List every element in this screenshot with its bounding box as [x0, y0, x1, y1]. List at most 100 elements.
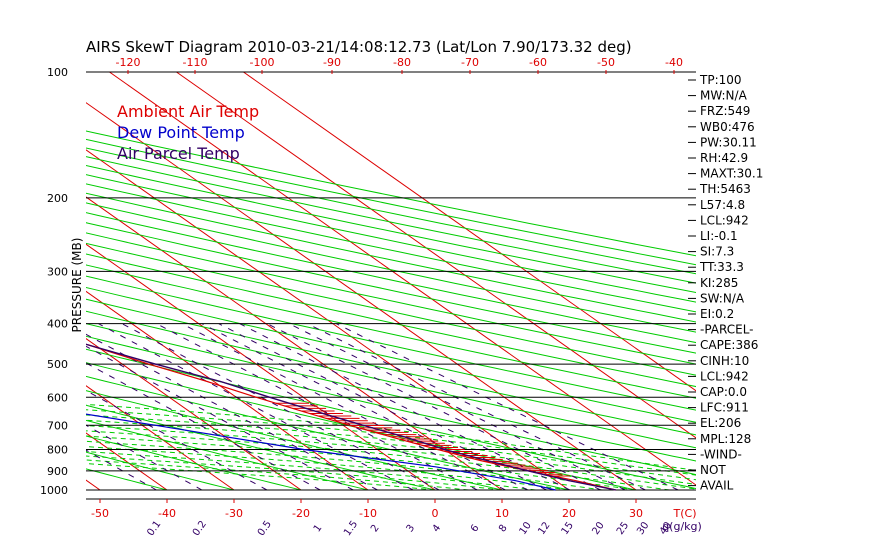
index-entry: TP:100 — [699, 73, 742, 87]
top-tick-label: -50 — [597, 56, 615, 69]
index-entry: LCL:942 — [700, 213, 749, 227]
top-tick-label: -80 — [393, 56, 411, 69]
mixing-ratio-line — [86, 389, 268, 491]
moist-adiabat — [86, 419, 696, 485]
bottom-axis: -50 -40 -30 -20 -10 0 10 20 30 T(C) — [91, 499, 696, 520]
index-entry: CINH:10 — [700, 354, 749, 368]
moist-adiabat — [86, 414, 696, 481]
dry-adiabat — [86, 156, 696, 284]
index-entry: KI:285 — [700, 276, 738, 290]
dry-adiabat — [86, 419, 369, 491]
pressure-lines — [86, 71, 696, 500]
pressure-label: 300 — [47, 265, 68, 278]
moist-adiabat — [86, 446, 570, 491]
index-entry: LI:-0.1 — [700, 229, 738, 243]
bottom-tick-label: 20 — [562, 507, 576, 520]
moist-adiabat — [86, 440, 603, 491]
index-entry: EI:0.2 — [700, 307, 734, 321]
bottom-tick-label: -10 — [359, 507, 377, 520]
mixing-ratio-line — [86, 449, 157, 491]
legend-dewpoint: Dew Point Temp — [117, 123, 245, 142]
mixing-ratio-line — [307, 323, 646, 491]
index-entry: EL:206 — [700, 416, 741, 430]
mixing-ratio-label: 0.5 — [256, 519, 274, 538]
top-tick-label: -110 — [183, 56, 208, 69]
dry-adiabat — [86, 253, 696, 388]
mixing-ratio-label: 0.1 — [145, 519, 163, 538]
mixing-ratio-unit: q(g/kg) — [662, 520, 702, 533]
top-axis: -120 -110 -100 -90 -80 -70 -60 -50 -40 — [116, 56, 683, 74]
dry-adiabat — [86, 375, 570, 491]
mixing-ratio-label: 3 — [405, 523, 418, 535]
dry-adiabat — [86, 232, 696, 365]
index-entry: LCL:942 — [700, 369, 749, 383]
mixing-ratio-label: 4 — [431, 523, 444, 535]
isotherm-line — [0, 72, 33, 490]
mixing-ratio-label: 20 — [590, 520, 606, 537]
bottom-tick-label: -20 — [292, 507, 310, 520]
pressure-label: 500 — [47, 358, 68, 371]
mixing-ratio-label: 30 — [635, 520, 651, 537]
pressure-label: 1000 — [40, 484, 68, 497]
index-entry: MW:N/A — [700, 89, 748, 103]
bottom-tick-label: -40 — [158, 507, 176, 520]
pressure-label: 700 — [47, 419, 68, 432]
bottom-tick-label: 0 — [432, 507, 439, 520]
profiles — [86, 343, 617, 491]
pressure-label: 600 — [47, 391, 68, 404]
isotherm-line — [86, 149, 570, 491]
moist-adiabat — [86, 403, 696, 471]
dry-adiabat — [86, 435, 302, 491]
top-tick-label: -100 — [250, 56, 275, 69]
dry-adiabat — [86, 192, 696, 323]
dry-adiabat — [86, 174, 696, 303]
index-entry: AVAIL — [700, 479, 734, 493]
mixing-ratio-label: 2 — [369, 523, 382, 535]
dry-adiabat — [86, 212, 696, 344]
dry-adiabat — [86, 362, 637, 491]
dry-adiabat — [86, 335, 696, 476]
mixing-ratio-label: 15 — [560, 520, 576, 537]
moist-adiabat — [86, 425, 696, 490]
mixing-ratio-line — [98, 323, 414, 491]
moist-adiabat-grid — [86, 403, 696, 491]
dry-adiabat — [86, 264, 696, 399]
index-entry: CAP:0.0 — [700, 385, 747, 399]
dry-adiabat — [86, 202, 696, 333]
index-entry: TT:33.3 — [699, 260, 744, 274]
dry-adiabat — [86, 404, 436, 491]
mixing-ratio-label: 25 — [615, 520, 631, 537]
index-entry: L57:4.8 — [700, 198, 745, 212]
dry-adiabat — [86, 138, 696, 266]
dry-adiabat — [86, 147, 696, 275]
mixing-ratio-label: 10 — [518, 520, 534, 537]
moist-adiabat — [86, 430, 670, 491]
isotherm-line — [86, 102, 637, 491]
pressure-label: 900 — [47, 465, 68, 478]
dry-adiabat — [86, 222, 696, 354]
index-entry: RH:42.9 — [700, 151, 748, 165]
index-entry: FRZ:549 — [700, 104, 750, 118]
pressure-label: 200 — [47, 192, 68, 205]
dry-adiabat — [86, 165, 696, 294]
dry-adiabat — [86, 298, 696, 436]
index-entry: TH:5463 — [699, 182, 751, 196]
isotherm-line — [109, 72, 696, 486]
dry-adiabat — [86, 451, 235, 491]
top-tick-label: -90 — [323, 56, 341, 69]
dry-adiabat — [86, 183, 696, 313]
mixing-ratio-label: 1.5 — [342, 519, 360, 538]
bottom-tick-label: 30 — [629, 507, 643, 520]
pressure-label: 100 — [47, 66, 68, 79]
index-entry: NOT — [700, 463, 726, 477]
isotherm-line — [176, 72, 696, 439]
pressure-label: 800 — [47, 443, 68, 456]
bottom-tick-label: -50 — [91, 507, 109, 520]
dry-adiabat — [86, 390, 503, 491]
legend-parcel: Air Parcel Temp — [117, 144, 240, 163]
isotherm-line — [86, 385, 235, 491]
pressure-axis: 100 200 300 400 500 600 700 800 900 1000 — [40, 66, 68, 497]
profile-line-1 — [86, 343, 617, 491]
moist-adiabat — [86, 455, 503, 491]
